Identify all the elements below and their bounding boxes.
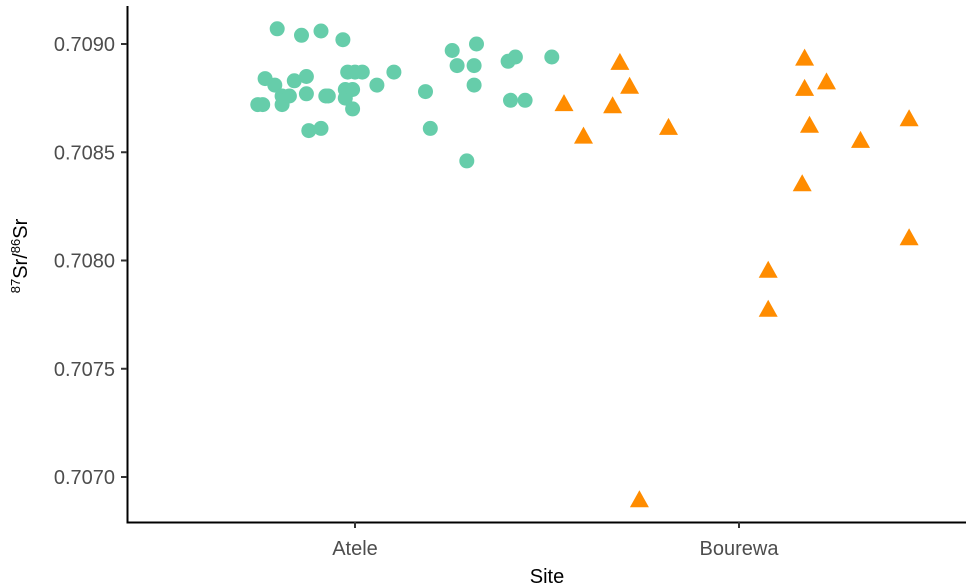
data-point-atele xyxy=(269,21,285,37)
x-tick-label-atele: Atele xyxy=(332,538,378,560)
data-point-bourewa xyxy=(620,76,640,94)
data-point-atele xyxy=(255,97,271,113)
data-point-bourewa xyxy=(851,130,870,148)
y-axis-title: 87Sr/86Sr xyxy=(8,218,32,293)
data-point-atele xyxy=(544,49,560,65)
data-point-atele xyxy=(418,84,433,100)
y-tick-label: 0.7080 xyxy=(54,251,115,273)
data-point-atele xyxy=(313,120,329,136)
data-point-atele xyxy=(281,88,297,104)
y-axis-ticks: 0.7070 0.7075 0.7080 0.7085 0.7090 xyxy=(54,34,127,489)
y-tick-label: 0.7085 xyxy=(54,142,115,164)
y-axis-title-sup2: 86 xyxy=(8,239,23,253)
data-point-atele xyxy=(286,73,302,89)
data-point-atele xyxy=(444,43,460,58)
data-point-atele xyxy=(313,23,329,39)
data-point-atele xyxy=(354,64,370,80)
data-point-atele xyxy=(386,64,402,80)
data-point-bourewa xyxy=(610,52,630,70)
data-point-atele xyxy=(503,92,518,108)
data-point-bourewa xyxy=(792,174,812,192)
data-point-bourewa xyxy=(574,126,593,144)
y-axis-title-part1: Sr/ xyxy=(10,253,32,279)
data-point-atele xyxy=(345,82,361,97)
x-tick-label-bourewa: Bourewa xyxy=(700,538,780,560)
data-point-bourewa xyxy=(629,490,649,508)
y-tick-label: 0.7090 xyxy=(54,34,115,56)
data-point-bourewa xyxy=(758,299,778,317)
data-point-atele xyxy=(466,77,482,93)
data-point-bourewa xyxy=(795,48,815,66)
data-point-bourewa xyxy=(899,228,919,246)
data-point-bourewa xyxy=(817,72,836,90)
data-point-bourewa xyxy=(659,117,678,135)
y-tick-label: 0.7070 xyxy=(54,467,115,489)
data-point-atele xyxy=(369,77,385,93)
data-point-bourewa xyxy=(795,78,815,96)
data-point-atele xyxy=(298,86,314,102)
data-point-atele xyxy=(459,153,475,169)
data-point-bourewa xyxy=(554,94,574,112)
x-axis-title: Site xyxy=(530,566,564,588)
data-point-atele xyxy=(267,77,283,93)
x-axis-ticks: Atele Bourewa xyxy=(332,522,779,560)
y-axis-title-part2: Sr xyxy=(10,218,32,238)
data-point-atele xyxy=(469,36,484,52)
y-axis-title-sup1: 87 xyxy=(8,279,23,293)
data-point-atele xyxy=(422,120,438,136)
data-point-atele xyxy=(335,32,351,48)
data-point-atele xyxy=(507,49,523,65)
data-point-atele xyxy=(466,58,482,74)
data-point-atele xyxy=(294,27,309,43)
data-point-atele xyxy=(301,123,317,139)
data-point-atele xyxy=(449,58,465,74)
data-point-atele xyxy=(517,92,533,108)
y-tick-label: 0.7075 xyxy=(54,359,115,381)
points-layer xyxy=(250,21,919,508)
data-point-bourewa xyxy=(800,115,819,133)
data-point-bourewa xyxy=(758,260,778,278)
data-point-bourewa xyxy=(603,96,623,114)
data-point-atele xyxy=(345,101,361,117)
data-point-atele xyxy=(320,88,336,104)
data-point-atele xyxy=(298,69,314,84)
data-point-bourewa xyxy=(899,109,919,127)
